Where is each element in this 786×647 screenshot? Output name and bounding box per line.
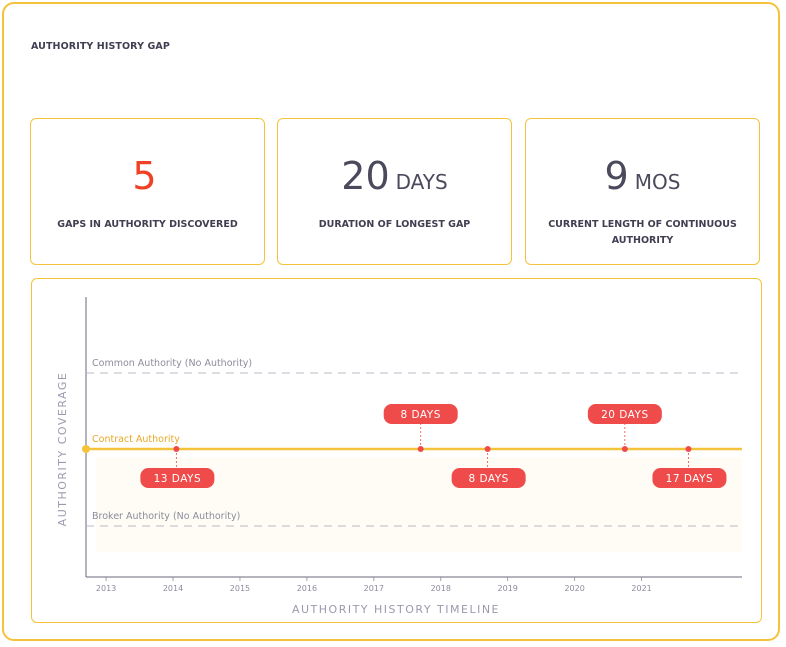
stat-number: 20 — [341, 154, 390, 198]
gap-marker — [621, 446, 628, 452]
x-tick-label: 2014 — [163, 584, 183, 593]
gap-label: 8 DAYS — [401, 409, 441, 421]
track-label: Contract Authority — [92, 434, 180, 445]
gap-marker — [685, 446, 692, 452]
stat-value: 5 — [31, 154, 264, 204]
panel-title: AUTHORITY HISTORY GAP — [31, 41, 170, 52]
gap-marker — [173, 446, 180, 452]
gap-label: 8 DAYS — [468, 473, 508, 485]
y-axis-label: AUTHORITY COVERAGE — [56, 372, 69, 527]
stat-unit: MOS — [634, 170, 681, 194]
stat-card-gaps: 5 GAPS IN AUTHORITY DISCOVERED — [30, 118, 265, 265]
track-start-dot — [82, 445, 90, 453]
x-axis-label: AUTHORITY HISTORY TIMELINE — [292, 603, 500, 616]
x-tick-label: 2016 — [297, 584, 317, 593]
stat-number: 5 — [132, 154, 157, 198]
gap-label-pill — [587, 404, 662, 424]
timeline-chart: Common Authority (No Authority) Contract … — [56, 297, 742, 616]
report-panel: AUTHORITY HISTORY GAP 5 GAPS IN AUTHORIT… — [2, 2, 780, 641]
gap-label: 17 DAYS — [666, 473, 714, 485]
x-tick-label: 2013 — [96, 584, 116, 593]
stat-label: DURATION OF LONGEST GAP — [318, 219, 471, 230]
gap-marker — [417, 446, 424, 452]
gap-label: 13 DAYS — [154, 473, 202, 485]
track-label: Broker Authority (No Authority) — [92, 511, 240, 522]
gap-label-pill — [383, 404, 458, 424]
gap-label-pill — [652, 468, 727, 488]
stat-card-longest-gap: 20 DAYS DURATION OF LONGEST GAP — [277, 118, 512, 265]
stat-number: 9 — [604, 154, 629, 198]
x-tick-label: 2018 — [431, 584, 451, 593]
x-tick-label: 2020 — [564, 584, 584, 593]
stat-label: CURRENT LENGTH OF CONTINUOUS AUTHORITY — [548, 219, 737, 246]
gap-label-pill — [451, 468, 526, 488]
stat-card-continuous: 9 MOS CURRENT LENGTH OF CONTINUOUS AUTHOR… — [525, 118, 760, 265]
gap-label: 20 DAYS — [601, 409, 649, 421]
stat-value: 9 MOS — [526, 154, 759, 204]
gap-label-pill — [140, 468, 215, 488]
timeline-chart-card: Common Authority (No Authority) Contract … — [31, 278, 762, 623]
x-tick-label: 2021 — [631, 584, 651, 593]
x-tick-label: 2015 — [230, 584, 250, 593]
gap-marker — [484, 446, 491, 452]
track-label: Common Authority (No Authority) — [92, 358, 252, 369]
x-tick-label: 2019 — [498, 584, 518, 593]
stat-value: 20 DAYS — [278, 154, 511, 204]
stat-label: GAPS IN AUTHORITY DISCOVERED — [57, 219, 238, 230]
x-tick-label: 2017 — [364, 584, 384, 593]
stat-unit: DAYS — [395, 170, 448, 194]
